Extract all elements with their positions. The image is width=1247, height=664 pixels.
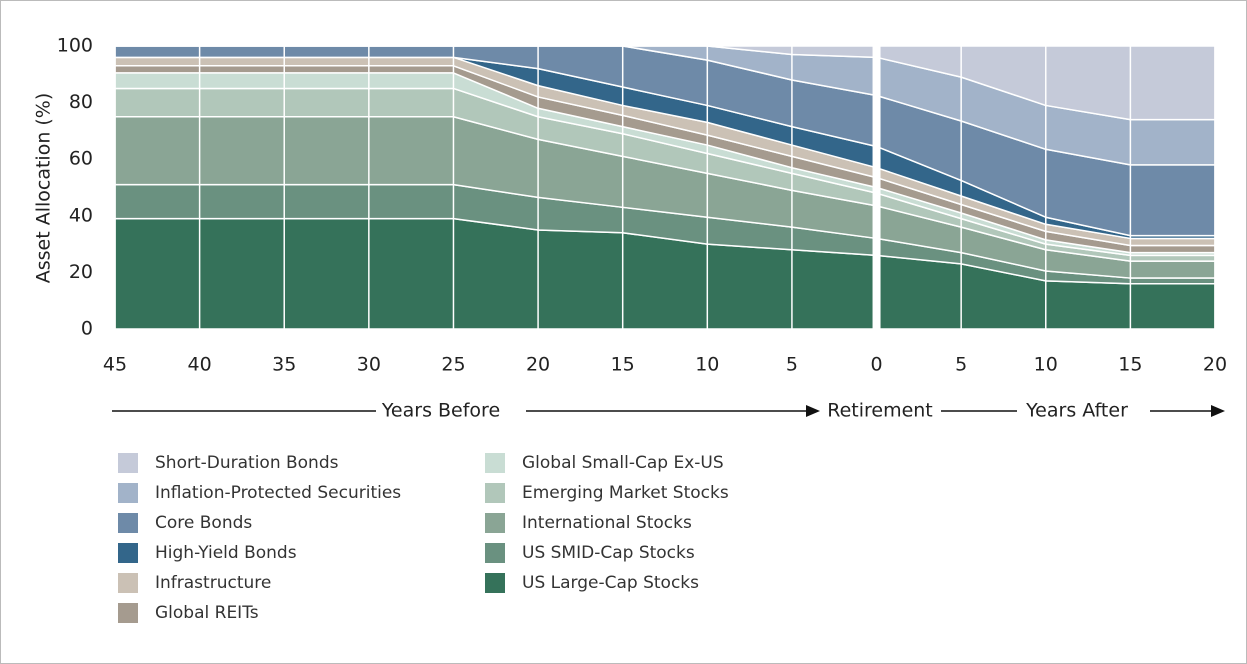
legend-label: US Large-Cap Stocks xyxy=(522,573,699,593)
arrow-head xyxy=(1211,405,1225,417)
y-tick-label: 60 xyxy=(69,148,93,170)
legend-swatch xyxy=(118,603,138,623)
x-tick-label: 10 xyxy=(1034,354,1058,376)
x-tick-label: 40 xyxy=(188,354,212,376)
annotation: Years After xyxy=(1025,400,1128,422)
legend-swatch xyxy=(485,573,505,593)
annotation: Years Before xyxy=(381,400,500,422)
legend-swatch xyxy=(118,573,138,593)
legend-swatch xyxy=(485,513,505,533)
plot xyxy=(114,44,1216,331)
legend-label: Infrastructure xyxy=(155,573,271,593)
x-tick-label: 35 xyxy=(272,354,296,376)
legend-label: International Stocks xyxy=(522,513,692,533)
arrow-head xyxy=(806,405,820,417)
legend-label: High-Yield Bonds xyxy=(155,543,297,563)
y-tick-label: 40 xyxy=(69,204,93,226)
legend-swatch xyxy=(485,483,505,503)
legend-label: Global REITs xyxy=(155,603,259,623)
x-tick-label: 25 xyxy=(441,354,465,376)
y-tick-label: 100 xyxy=(57,35,93,57)
annotation: Retirement xyxy=(827,400,933,422)
legend-swatch xyxy=(118,483,138,503)
y-axis-label: Asset Allocation (%) xyxy=(33,93,55,284)
x-tick-label: 5 xyxy=(955,354,967,376)
x-tick-label: 30 xyxy=(357,354,381,376)
y-tick-label: 20 xyxy=(69,261,93,283)
legend-label: Inflation-Protected Securities xyxy=(155,483,401,503)
arrows xyxy=(112,405,1225,417)
x-tick-label: 15 xyxy=(1118,354,1142,376)
legend-swatch xyxy=(485,543,505,563)
legend-swatch xyxy=(118,513,138,533)
x-tick-label: 0 xyxy=(870,354,882,376)
y-tick-label: 80 xyxy=(69,91,93,113)
x-tick-label: 5 xyxy=(786,354,798,376)
legend-label: Global Small-Cap Ex-US xyxy=(522,453,724,473)
legend-label: Emerging Market Stocks xyxy=(522,483,729,503)
x-tick-label: 10 xyxy=(695,354,719,376)
legend-label: US SMID-Cap Stocks xyxy=(522,543,695,563)
retirement-gap xyxy=(872,44,881,331)
x-tick-label: 45 xyxy=(103,354,127,376)
legend-swatch xyxy=(485,453,505,473)
x-tick-label: 20 xyxy=(526,354,550,376)
legend-swatch xyxy=(118,453,138,473)
x-tick-label: 15 xyxy=(611,354,635,376)
legend-label: Short-Duration Bonds xyxy=(155,453,339,473)
y-tick-label: 0 xyxy=(81,318,93,340)
x-tick-label: 20 xyxy=(1203,354,1227,376)
legend-swatch xyxy=(118,543,138,563)
legend-label: Core Bonds xyxy=(155,513,252,533)
